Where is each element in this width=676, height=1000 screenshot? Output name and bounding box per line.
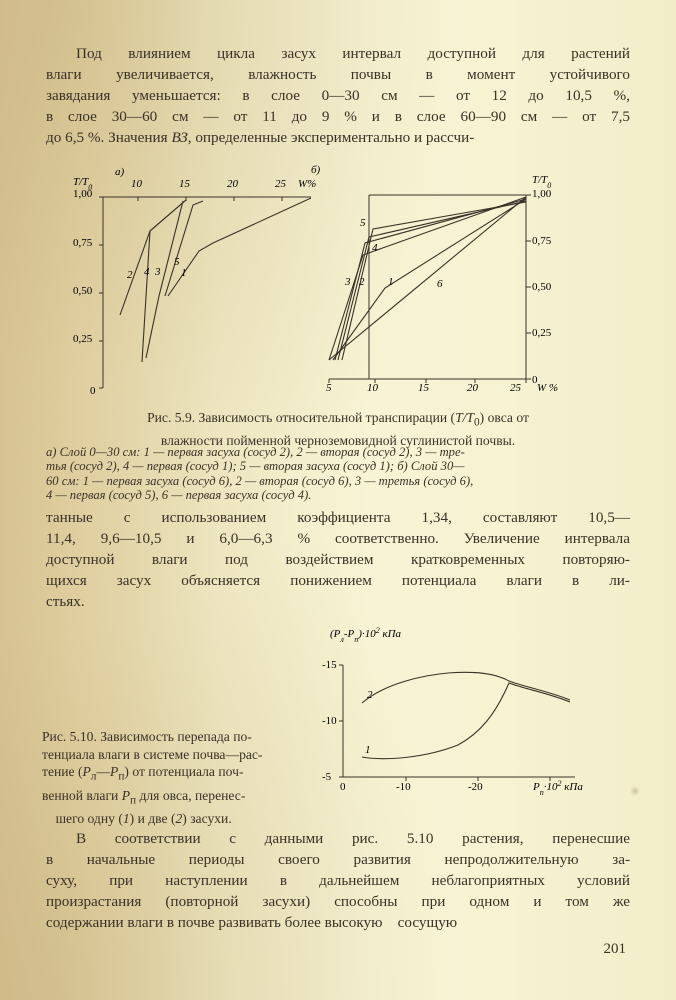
svg-text:-15: -15 [322, 659, 337, 671]
svg-text:20: 20 [227, 178, 239, 190]
svg-text:2: 2 [367, 689, 373, 701]
svg-text:4: 4 [144, 266, 150, 278]
svg-text:0,75: 0,75 [532, 235, 552, 247]
svg-text:0: 0 [90, 385, 96, 397]
svg-text:-10: -10 [322, 715, 337, 727]
svg-text:0,25: 0,25 [532, 327, 552, 339]
svg-text:-10: -10 [396, 781, 411, 793]
svg-text:2: 2 [359, 276, 365, 288]
svg-text:10: 10 [367, 382, 379, 394]
svg-text:1: 1 [181, 267, 187, 279]
svg-text:Pп·102 кПа: Pп·102 кПа [532, 779, 583, 797]
svg-text:25: 25 [275, 178, 287, 190]
svg-text:1: 1 [388, 276, 394, 288]
svg-text:0,50: 0,50 [73, 285, 93, 297]
svg-text:(Pл-Pп)·102 кПа: (Pл-Pп)·102 кПа [330, 626, 402, 644]
svg-text:0: 0 [340, 781, 346, 793]
svg-text:1: 1 [365, 744, 371, 756]
svg-text:W %: W % [537, 382, 558, 394]
svg-text:а): а) [115, 166, 125, 178]
svg-text:15: 15 [179, 178, 191, 190]
svg-text:-5: -5 [322, 771, 332, 783]
svg-text:б): б) [311, 164, 321, 176]
svg-text:0,75: 0,75 [73, 237, 93, 249]
svg-text:5: 5 [174, 256, 180, 268]
svg-text:5: 5 [326, 382, 332, 394]
svg-text:3: 3 [154, 266, 161, 278]
svg-text:20: 20 [467, 382, 479, 394]
svg-text:6: 6 [437, 278, 443, 290]
svg-text:1,00: 1,00 [532, 188, 552, 200]
svg-text:15: 15 [418, 382, 430, 394]
svg-text:1,00: 1,00 [73, 188, 93, 200]
svg-text:4: 4 [372, 242, 378, 254]
svg-text:W%: W% [298, 178, 316, 190]
svg-text:0,25: 0,25 [73, 333, 93, 345]
svg-text:25: 25 [510, 382, 522, 394]
svg-text:2: 2 [127, 269, 133, 281]
svg-text:5: 5 [360, 217, 366, 229]
svg-text:0,50: 0,50 [532, 281, 552, 293]
svg-text:10: 10 [131, 178, 143, 190]
svg-text:-20: -20 [468, 781, 483, 793]
svg-text:3: 3 [344, 276, 351, 288]
